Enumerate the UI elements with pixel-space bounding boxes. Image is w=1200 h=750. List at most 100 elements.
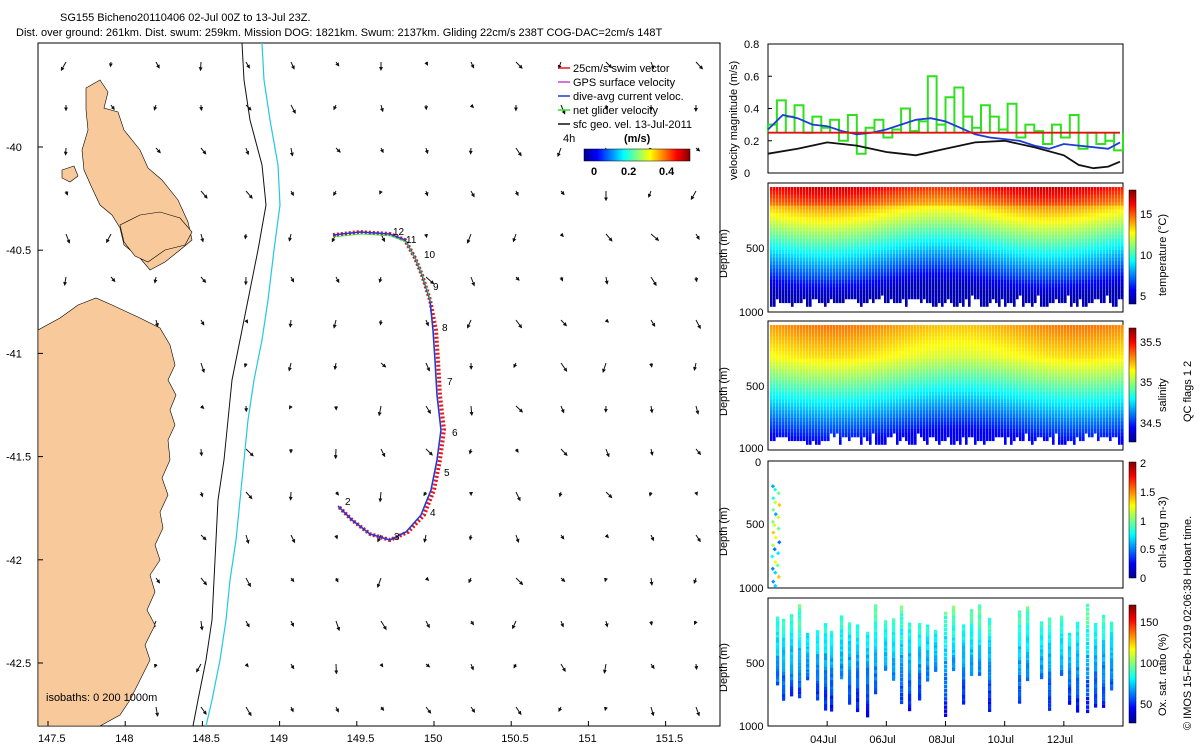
temp-cell (1085, 220, 1088, 225)
temp-cell (824, 268, 827, 274)
temp-cell (845, 272, 848, 277)
temp-cell (1094, 283, 1097, 289)
temp-cell (1094, 265, 1097, 270)
temp-cell (1073, 261, 1076, 266)
temp-cell (989, 276, 992, 281)
temp-cell (986, 268, 989, 274)
temp-cell (1040, 280, 1043, 285)
temp-cell (971, 276, 974, 281)
current-arrow (333, 104, 337, 111)
temp-cell (998, 209, 1001, 214)
temp-cell (950, 213, 953, 218)
sal-cell (797, 369, 800, 375)
temp-cell (791, 227, 794, 233)
temp-cell (1040, 205, 1043, 211)
temp-cell (1115, 242, 1118, 248)
temp-cell (809, 231, 812, 237)
temp-cell (782, 272, 785, 277)
sal-cell (818, 410, 821, 415)
temp-cell (1115, 216, 1118, 222)
sal-cell (773, 377, 776, 382)
current-arrow (335, 61, 340, 67)
temp-cell (1076, 298, 1079, 304)
sal-cell (818, 388, 821, 393)
sal-cell (785, 377, 788, 382)
temp-cell (773, 187, 776, 192)
temp-cb-tick-2: 15 (1140, 209, 1152, 221)
sal-cell (854, 365, 857, 371)
temp-cell (974, 194, 977, 199)
temp-cell (782, 220, 785, 225)
temp-cell (977, 201, 980, 207)
temp-cell (797, 231, 800, 237)
temp-cell (854, 213, 857, 218)
sal-cell (794, 391, 797, 397)
temp-cell (1025, 294, 1028, 300)
temp-cell (1016, 201, 1019, 207)
map-ytick-label: -41 (6, 348, 22, 360)
temp-cell (977, 213, 980, 218)
current-arrow (466, 319, 472, 329)
sal-cell (845, 343, 848, 349)
temp-cell (875, 187, 878, 192)
temp-cell (848, 242, 851, 248)
temp-cell (938, 227, 941, 233)
temp-cell (770, 231, 773, 237)
temp-cell (779, 194, 782, 199)
temp-cell (947, 216, 950, 222)
temp-cell (968, 235, 971, 240)
temp-cell (1046, 216, 1049, 222)
temp-cell (818, 287, 821, 292)
sal-cell (839, 351, 842, 356)
temp-cell (1073, 250, 1076, 255)
temp-cell (1019, 257, 1022, 263)
temp-cell (968, 242, 971, 248)
temp-cell (1001, 250, 1004, 255)
temp-cell (1052, 242, 1055, 248)
temp-cell (1076, 272, 1079, 277)
temp-cell (812, 250, 815, 255)
temp-cell (1100, 272, 1103, 277)
temp-cell (1007, 287, 1010, 292)
temp-cell (1022, 194, 1025, 199)
temp-cell (905, 220, 908, 225)
sal-cell (851, 347, 854, 352)
sal-cell (788, 421, 791, 427)
current-arrow (690, 190, 697, 201)
temp-cell (992, 227, 995, 233)
sal-cell (833, 388, 836, 393)
temp-cell (893, 298, 896, 304)
temp-cell (806, 213, 809, 218)
sal-cell (848, 332, 851, 337)
temp-cell (1028, 272, 1031, 277)
temp-cell (821, 280, 824, 285)
sal-cell (836, 418, 839, 423)
sal-cell (821, 429, 824, 434)
temp-cell (800, 190, 803, 196)
temp-cell (1088, 242, 1091, 248)
temp-cell (833, 283, 836, 289)
temp-cell (776, 213, 779, 218)
sal-cell (770, 380, 773, 386)
temp-cell (905, 198, 908, 203)
temp-cell (896, 194, 899, 199)
temp-cell (836, 265, 839, 270)
sal-cell (782, 373, 785, 378)
temp-cell (773, 242, 776, 248)
temp-cell (1115, 235, 1118, 240)
sal-cell (815, 343, 818, 349)
temp-cell (791, 261, 794, 266)
sal-cell (776, 429, 779, 434)
temp-cell (1013, 213, 1016, 218)
temp-cell (854, 187, 857, 192)
temp-cell (1109, 198, 1112, 203)
sal-cell (812, 365, 815, 371)
current-arrow (380, 362, 387, 368)
sal-cell (779, 328, 782, 334)
temp-cell (1013, 302, 1016, 307)
sal-cell (779, 343, 782, 349)
temp-cell (1010, 276, 1013, 281)
temp-cell (1007, 250, 1010, 255)
temp-cell (1007, 220, 1010, 225)
temp-cell (905, 187, 908, 192)
